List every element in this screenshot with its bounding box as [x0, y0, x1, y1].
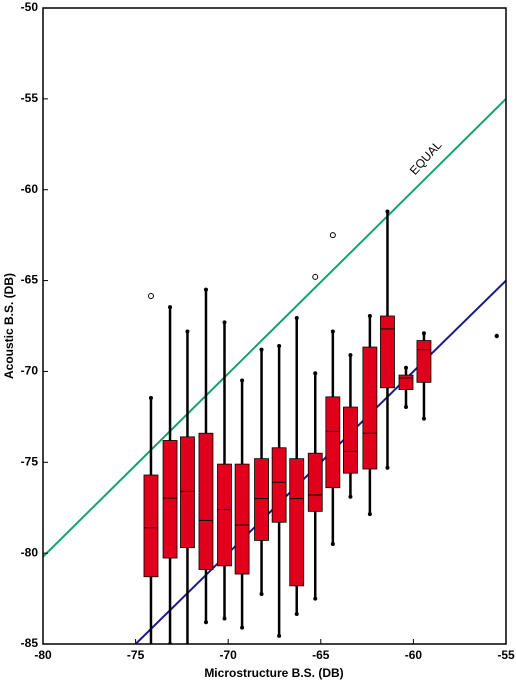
box: [325, 396, 341, 489]
box: [198, 432, 214, 570]
box: [217, 463, 232, 567]
whisker-end: [168, 305, 173, 310]
x-axis-label: Microstructure B.S. (DB): [204, 666, 343, 680]
reference-line: [43, 98, 506, 558]
box: [398, 374, 414, 391]
y-tick-label: -85: [21, 636, 39, 650]
whisker-end: [403, 405, 408, 410]
outlier: [312, 273, 319, 280]
whisker-end: [259, 592, 264, 597]
box: [162, 440, 178, 559]
annotation: EQUAL: [407, 138, 445, 178]
plot-area: [43, 98, 506, 666]
whisker-end: [185, 329, 190, 334]
whisker-end: [313, 596, 318, 601]
whisker-end: [313, 371, 318, 376]
y-tick-label: -50: [21, 0, 39, 14]
whisker-end: [240, 625, 245, 630]
outlier: [329, 232, 336, 239]
whisker-end: [222, 616, 227, 621]
x-tick-label: -65: [312, 648, 330, 662]
y-tick-label: -65: [21, 273, 39, 287]
whisker-end: [259, 347, 264, 352]
whisker-end: [203, 287, 208, 292]
whisker-end: [348, 494, 353, 499]
y-tick-label: -75: [21, 454, 39, 468]
box: [254, 458, 269, 541]
whisker-end: [294, 316, 299, 321]
whisker-end: [385, 209, 390, 214]
x-tick-label: -80: [34, 648, 52, 662]
plot-frame: [42, 7, 507, 645]
outlier: [147, 293, 154, 300]
x-tick-label: -55: [497, 648, 515, 662]
whisker-end: [421, 331, 426, 336]
x-tick-label: -75: [127, 648, 145, 662]
whisker-end: [203, 620, 208, 625]
whisker-end: [421, 416, 426, 421]
box: [416, 340, 432, 383]
box: [271, 447, 287, 523]
box: [343, 406, 358, 474]
whisker-end: [277, 343, 282, 348]
whisker-end: [149, 662, 153, 666]
y-tick-label: -60: [21, 182, 39, 196]
whisker-end: [240, 378, 245, 383]
whisker-end: [348, 353, 353, 358]
whisker-end: [277, 633, 282, 638]
whisker-end: [185, 658, 189, 662]
box: [362, 346, 378, 470]
whisker-end: [403, 365, 408, 370]
box: [289, 458, 305, 587]
whisker-end: [148, 395, 153, 400]
box: [380, 315, 395, 389]
whisker-end: [330, 542, 335, 547]
whisker-end: [294, 612, 299, 617]
y-axis-label: Acoustic B.S. (DB): [2, 273, 16, 379]
whisker-end: [222, 320, 227, 325]
box: [143, 474, 159, 578]
box: [234, 463, 250, 575]
x-tick-label: -60: [405, 648, 423, 662]
whisker-end: [367, 314, 372, 319]
whisker-end: [367, 512, 372, 517]
y-tick-label: -80: [21, 545, 39, 559]
box: [180, 436, 195, 549]
y-tick-label: -70: [21, 364, 39, 378]
whisker-end: [330, 329, 335, 334]
y-tick-label: -55: [21, 91, 39, 105]
whisker-end: [385, 465, 390, 470]
box: [307, 452, 323, 512]
point: [494, 333, 499, 339]
x-tick-label: -70: [220, 648, 238, 662]
